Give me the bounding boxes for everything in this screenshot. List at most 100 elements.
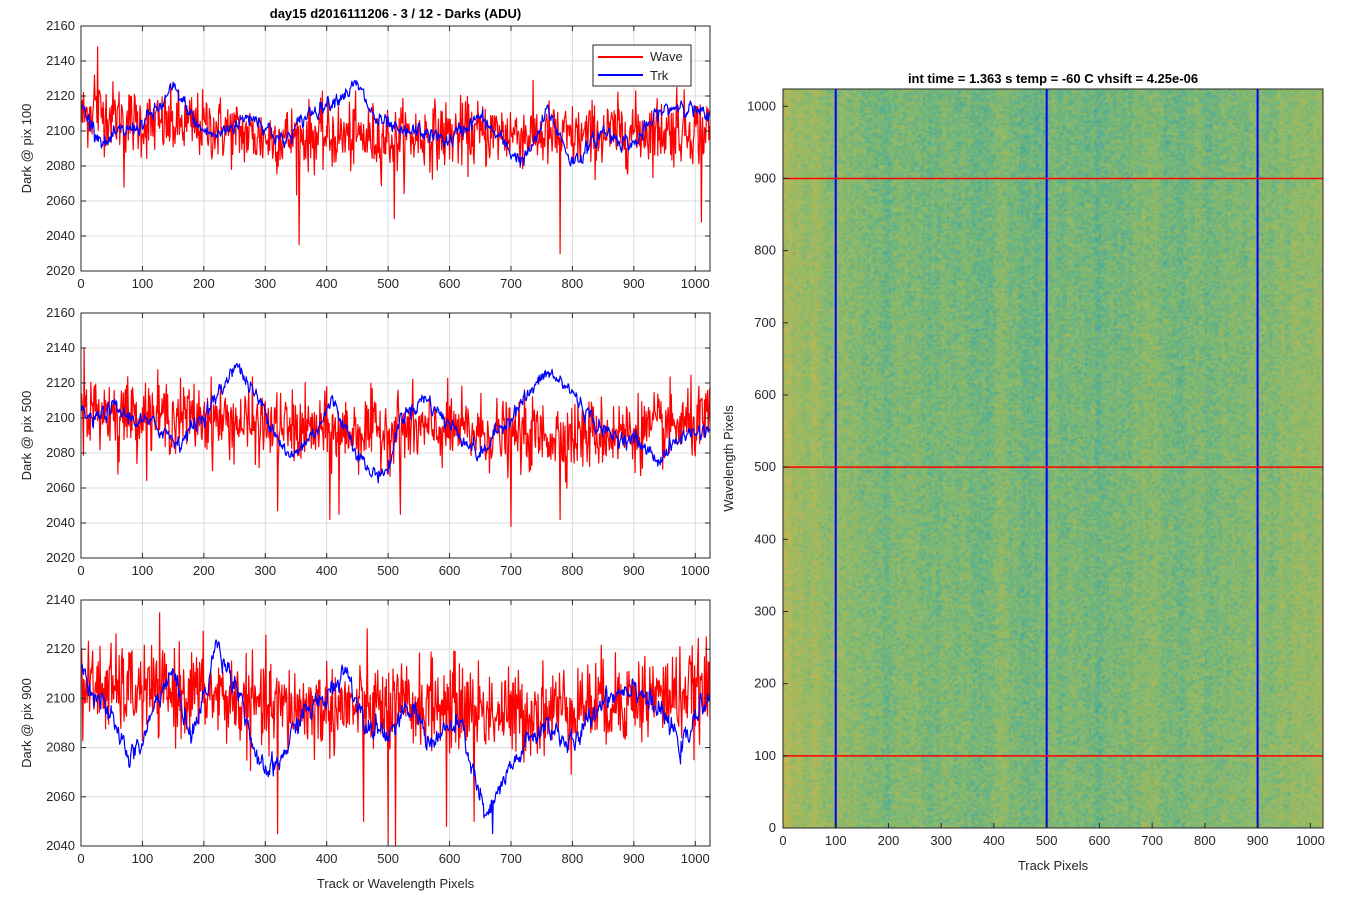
y-tick-label: 800	[754, 243, 776, 258]
axes-box	[782, 88, 1324, 829]
y-tick-label: 2060	[46, 193, 75, 208]
x-tick-label: 0	[77, 563, 84, 578]
y-tick-label: 700	[754, 315, 776, 330]
x-tick-label: 300	[254, 563, 276, 578]
x-tick-label: 300	[254, 851, 276, 866]
x-tick-label: 1000	[681, 276, 710, 291]
y-tick-label: 2080	[46, 158, 75, 173]
y-tick-label: 2160	[46, 305, 75, 320]
x-axis-label: Track Pixels	[1018, 858, 1089, 873]
axes-image: 0 100 200 300 400 500 600 700 800 900 1000 0 100 200 3…	[721, 71, 1325, 873]
y-tick-label: 2140	[46, 53, 75, 68]
axes-box	[80, 312, 711, 559]
x-tick-label: 900	[623, 851, 645, 866]
y-tick-label: 2020	[46, 550, 75, 565]
y-axis-label: Dark @ pix 500	[19, 391, 34, 481]
y-tick-label: 2080	[46, 445, 75, 460]
x-tick-label: 400	[316, 563, 338, 578]
y-tick-label: 200	[754, 676, 776, 691]
x-tick-label: 900	[623, 276, 645, 291]
legend: Wave Trk	[592, 44, 692, 87]
x-tick-label: 900	[623, 563, 645, 578]
y-tick-label: 2100	[46, 410, 75, 425]
x-tick-label: 600	[439, 276, 461, 291]
y-tick-label: 900	[754, 170, 776, 185]
x-tick-label: 500	[1036, 833, 1058, 848]
x-tick-label: 1000	[1296, 833, 1325, 848]
x-tick-label: 200	[878, 833, 900, 848]
y-tick-label: 300	[754, 603, 776, 618]
x-tick-label: 400	[316, 851, 338, 866]
y-tick-label: 2100	[46, 690, 75, 705]
axes-box	[80, 25, 711, 272]
x-tick-label: 100	[132, 563, 154, 578]
x-tick-label: 500	[377, 276, 399, 291]
series-line-wave	[81, 46, 711, 255]
y-tick-label: 2120	[46, 375, 75, 390]
y-tick-label: 2040	[46, 515, 75, 530]
x-tick-label: 700	[500, 851, 522, 866]
y-tick-label: 2120	[46, 88, 75, 103]
y-tick-label: 2060	[46, 789, 75, 804]
x-tick-label: 1000	[681, 851, 710, 866]
heatmap-image	[783, 89, 1323, 828]
y-tick-label: 600	[754, 387, 776, 402]
y-tick-label: 2080	[46, 740, 75, 755]
x-tick-label: 800	[1194, 833, 1216, 848]
legend-wave-label: Wave	[650, 49, 683, 64]
x-tick-label: 700	[500, 563, 522, 578]
y-axis-label: Wavelength Pixels	[721, 405, 736, 512]
image-title: int time = 1.363 s temp = -60 C vhsift =…	[908, 71, 1198, 86]
x-tick-label: 400	[316, 276, 338, 291]
x-tick-label: 600	[1089, 833, 1111, 848]
y-tick-label: 2040	[46, 838, 75, 853]
legend-box	[592, 44, 692, 87]
y-tick-label: 2060	[46, 480, 75, 495]
y-axis-label: Dark @ pix 900	[19, 678, 34, 768]
series-line-wave	[81, 612, 711, 847]
x-tick-label: 100	[132, 851, 154, 866]
x-tick-label: 900	[1247, 833, 1269, 848]
series-line-wave	[81, 347, 711, 528]
x-tick-label: 800	[562, 276, 584, 291]
y-tick-label: 400	[754, 531, 776, 546]
y-tick-label: 2020	[46, 263, 75, 278]
x-tick-label: 200	[193, 276, 215, 291]
axes-dark-pix-900: 0 100 200 300 400 500 600 700 800 900 1000 2040 2060…	[19, 592, 711, 891]
x-tick-label: 200	[193, 851, 215, 866]
x-tick-label: 400	[983, 833, 1005, 848]
x-tick-label: 600	[439, 851, 461, 866]
series-line-trk	[81, 362, 711, 484]
x-tick-label: 600	[439, 563, 461, 578]
y-tick-label: 2140	[46, 592, 75, 607]
y-tick-label: 100	[754, 748, 776, 763]
y-tick-label: 2160	[46, 18, 75, 33]
x-tick-label: 0	[77, 851, 84, 866]
series-line-trk	[81, 79, 711, 167]
series-line-trk	[81, 639, 711, 835]
legend-trk-label: Trk	[650, 68, 669, 83]
y-tick-label: 2100	[46, 123, 75, 138]
x-tick-label: 800	[562, 851, 584, 866]
x-tick-label: 500	[377, 563, 399, 578]
y-tick-label: 0	[769, 820, 776, 835]
x-tick-label: 300	[930, 833, 952, 848]
axes-dark-pix-500: 0 100 200 300 400 500 600 700 800 900 1000 2020 2040…	[19, 305, 711, 578]
x-tick-label: 100	[825, 833, 847, 848]
y-tick-label: 2120	[46, 641, 75, 656]
y-axis-label: Dark @ pix 100	[19, 104, 34, 194]
x-tick-label: 100	[132, 276, 154, 291]
y-tick-label: 2140	[46, 340, 75, 355]
x-tick-label: 500	[377, 851, 399, 866]
x-tick-label: 300	[254, 276, 276, 291]
axes-box	[80, 599, 711, 847]
y-tick-label: 1000	[747, 98, 776, 113]
y-tick-label: 2040	[46, 228, 75, 243]
figure-title: day15 d2016111206 - 3 / 12 - Darks (ADU)	[270, 6, 521, 21]
x-tick-label: 700	[500, 276, 522, 291]
x-tick-label: 200	[193, 563, 215, 578]
y-tick-label: 500	[754, 459, 776, 474]
x-tick-label: 800	[562, 563, 584, 578]
x-tick-label: 0	[77, 276, 84, 291]
